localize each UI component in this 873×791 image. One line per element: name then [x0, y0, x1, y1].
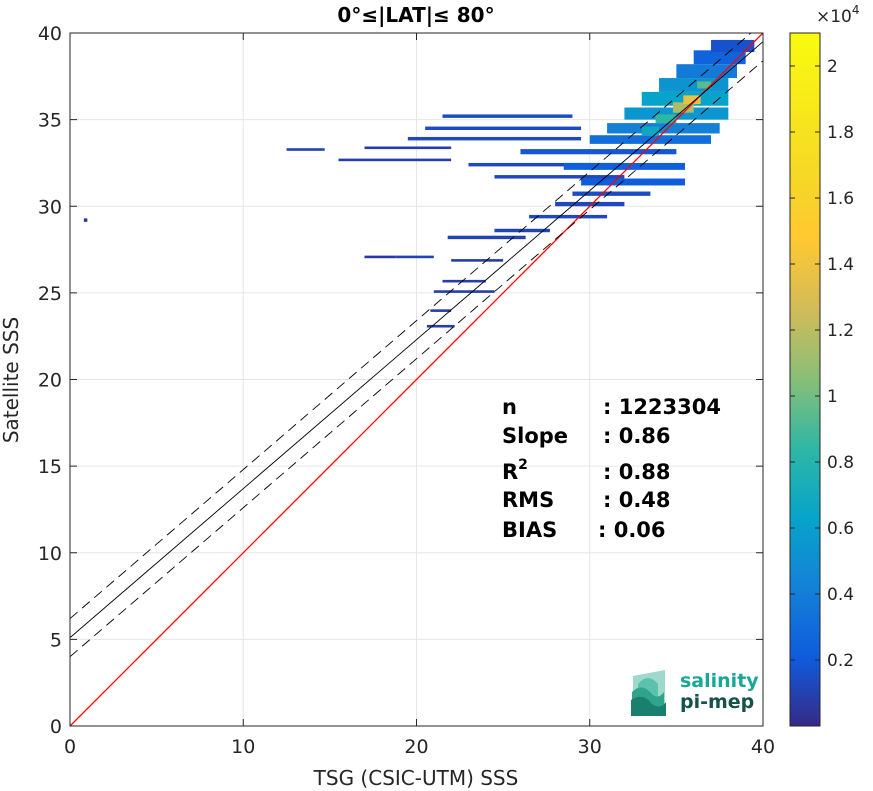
density-cell [395, 255, 434, 259]
regression-upper-line [70, 33, 752, 619]
y-tick-label: 0 [50, 716, 62, 738]
density-cell [672, 102, 694, 113]
colorbar-tick-label: 2 [827, 57, 838, 77]
density-cell [338, 158, 452, 162]
density-cell [572, 191, 651, 196]
stat-r2-sup: 2 [518, 457, 528, 473]
y-axis-label: Satellite SSS [0, 317, 23, 443]
density-cell [407, 136, 582, 141]
density-cell [364, 255, 396, 259]
density-cell [693, 50, 746, 65]
density-cell [607, 123, 720, 134]
density-cell [624, 107, 729, 120]
regression-lower-line [70, 60, 763, 658]
density-cell [83, 218, 88, 222]
y-tick-label: 15 [38, 456, 62, 478]
colorbar-tick-label: 0.4 [827, 585, 854, 605]
regression-line [70, 41, 763, 638]
stat-slope-value: : 0.86 [603, 424, 671, 448]
density-cell [529, 214, 608, 219]
density-cell [555, 201, 625, 207]
density-cell [451, 259, 504, 262]
density-cell [494, 175, 625, 179]
x-tick-label: 10 [231, 736, 255, 758]
colorbar-tick-label: 0.8 [827, 453, 854, 473]
density-cell [442, 279, 486, 283]
logo-mark-icon [631, 670, 666, 716]
stat-r2-base: R [502, 460, 518, 484]
density-cell [697, 81, 712, 89]
y-tick-label: 10 [38, 543, 62, 565]
density-cell [683, 95, 701, 105]
y-tick-label: 5 [50, 629, 62, 651]
stat-n-value: : 1223304 [603, 395, 721, 419]
stat-n-label: n [502, 395, 517, 419]
colorbar-tick-label: 1.2 [827, 321, 854, 341]
stat-slope-label: Slope [502, 424, 568, 448]
density-cell [364, 146, 452, 150]
logo-text-pi-mep: pi-mep [680, 691, 754, 713]
x-tick-label: 20 [404, 736, 428, 758]
colorbar-tick-label: 1 [827, 387, 838, 407]
y-tick-label: 40 [38, 23, 62, 45]
stat-rms-value: : 0.48 [603, 488, 671, 512]
density-cell [711, 39, 755, 53]
salinity-pi-mep-logo: salinity pi-mep [631, 670, 759, 716]
y-tick-label: 20 [38, 370, 62, 392]
density-cell [430, 309, 452, 312]
density-cell [563, 162, 686, 170]
y-tick-label: 30 [38, 196, 62, 218]
colorbar-tick-label: 1.8 [827, 123, 854, 143]
y-tick-label: 25 [38, 283, 62, 305]
colorbar-exponent: ×104 [816, 3, 860, 27]
density-cell [494, 228, 550, 233]
density-cell [641, 126, 660, 136]
x-tick-label: 40 [751, 736, 775, 758]
density-cell [425, 126, 582, 131]
colorbar-tick-label: 1.4 [827, 255, 854, 275]
density-cell [520, 149, 677, 155]
density-cells [83, 39, 755, 328]
colorbar [789, 32, 821, 727]
colorbar-exponent-power: 4 [852, 3, 860, 17]
density-cell [426, 324, 455, 328]
density-cell [442, 114, 573, 118]
x-axis-ticks: 0 10 20 30 40 [64, 33, 775, 758]
colorbar-exponent-base: ×10 [816, 7, 852, 27]
logo-text-salinity: salinity [680, 670, 759, 692]
x-axis-label: TSG (CSIC-UTM) SSS [313, 766, 519, 790]
density-cell [581, 178, 686, 186]
statistics-annotation: n : 1223304 Slope : 0.86 R2 : 0.88 RMS :… [502, 395, 721, 542]
colorbar-tick-label: 1.6 [827, 189, 854, 209]
density-cell [655, 114, 677, 124]
colorbar-tick-label: 0.2 [827, 651, 854, 671]
x-tick-label: 0 [64, 736, 76, 758]
density-cell [433, 290, 495, 293]
density-cell [468, 162, 625, 167]
stat-bias-label: BIAS [502, 518, 557, 542]
x-tick-label: 30 [578, 736, 602, 758]
stat-bias-value: : 0.06 [598, 518, 666, 542]
density-cell [447, 235, 526, 240]
stat-r2-value: : 0.88 [603, 460, 671, 484]
stat-rms-label: RMS [502, 488, 554, 512]
colorbar-ticks: 0.2 0.4 0.6 0.8 1 1.2 1.4 1.6 1.8 2 [790, 57, 854, 671]
one-to-one-line [70, 33, 763, 726]
y-tick-label: 35 [38, 110, 62, 132]
density-cell [286, 148, 325, 151]
y-axis-ticks: 0 5 10 15 20 25 30 35 40 [38, 23, 763, 738]
density-cell [589, 135, 712, 144]
stat-r2-label: R2 [502, 457, 528, 484]
reference-lines [70, 33, 763, 726]
colorbar-tick-label: 0.6 [827, 519, 854, 539]
chart-title: 0°≤|LAT|≤ 80° [337, 3, 494, 27]
